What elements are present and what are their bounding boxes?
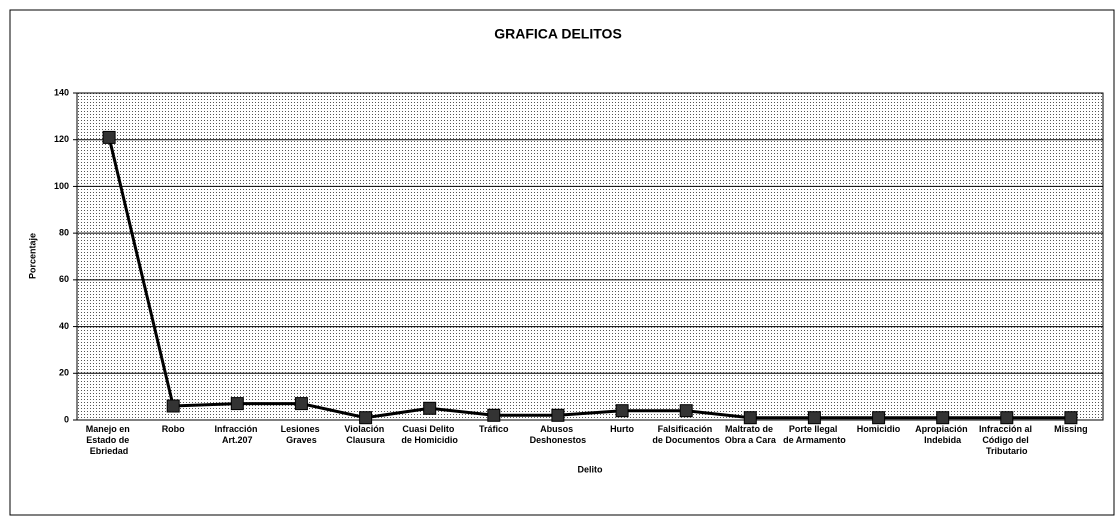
plot-area [76, 92, 1104, 421]
x-tick-label: Infracción al Código del Tributario [979, 424, 1035, 456]
x-tick-label: Infracción Art.207 [215, 424, 261, 445]
x-tick-label: Maltrato de Obra a Cara [725, 424, 777, 445]
data-point [487, 408, 501, 422]
data-point [423, 401, 437, 415]
data-point [936, 411, 950, 425]
data-point [1000, 411, 1014, 425]
x-tick-label: Homicidio [857, 424, 901, 434]
x-axis-label: Delito [577, 464, 603, 474]
y-tick-label: 100 [54, 181, 69, 191]
data-point [679, 404, 693, 418]
x-tick-label: Apropiación Indebida [915, 424, 970, 445]
data-point [551, 408, 565, 422]
data-point [230, 397, 244, 411]
chart-title: GRAFICA DELITOS [494, 26, 622, 42]
y-tick-label: 120 [54, 134, 69, 144]
x-tick-label: Missing [1054, 424, 1088, 434]
data-point [294, 397, 308, 411]
x-tick-label: Lesiones Graves [281, 424, 323, 445]
x-tick-label: Porte Ilegal de Armamento [783, 424, 846, 445]
y-tick-label: 140 [54, 87, 69, 97]
x-tick-label: Hurto [610, 424, 634, 434]
y-tick-label: 60 [59, 274, 69, 284]
x-tick-label: Cuasi Delito de Homicidio [401, 424, 458, 445]
x-tick-label: Abusos Deshonestos [530, 424, 587, 445]
x-tick-label: Manejo en Estado de Ebriedad [86, 424, 133, 456]
x-tick-label: Falsificación de Documentos [652, 424, 720, 445]
data-point [615, 404, 629, 418]
data-point [102, 130, 116, 144]
y-tick-label: 80 [59, 228, 69, 238]
data-point [359, 411, 373, 425]
y-tick-label: 20 [59, 368, 69, 378]
data-point [807, 411, 821, 425]
data-point [872, 411, 886, 425]
x-tick-label: Tráfico [479, 424, 509, 434]
x-tick-label: Robo [162, 424, 185, 434]
data-line [107, 137, 1071, 420]
x-tick-label: Violación Clausura [344, 424, 386, 445]
data-point [1064, 411, 1078, 425]
y-axis-label: Porcentaje [27, 233, 37, 279]
y-tick-label: 0 [64, 414, 69, 424]
data-point [166, 399, 180, 413]
data-point [743, 411, 757, 425]
y-tick-label: 40 [59, 321, 69, 331]
